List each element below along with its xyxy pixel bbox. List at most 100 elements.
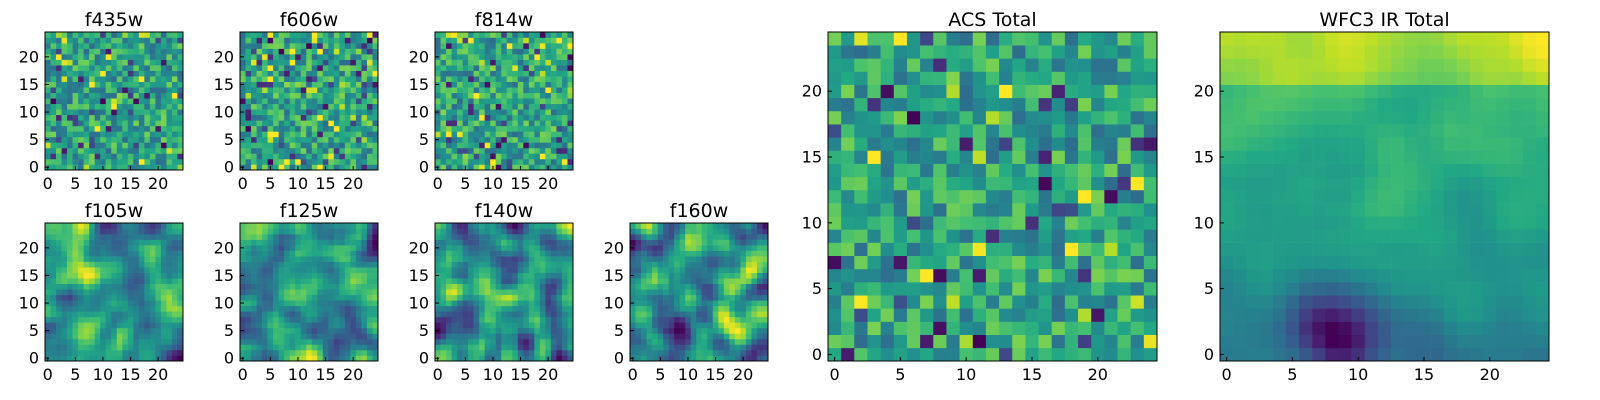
heatmap-cell [440, 54, 447, 60]
heatmap-cell [328, 344, 335, 351]
heatmap-cell [517, 272, 524, 279]
heatmap-cell [72, 147, 79, 154]
heatmap-cell [1038, 295, 1053, 309]
heatmap-cell [127, 245, 134, 251]
heatmap-cell [523, 344, 530, 351]
heatmap-cell [328, 98, 335, 105]
heatmap-cell [473, 338, 480, 345]
heatmap-cell [322, 120, 329, 127]
heatmap-cell [1117, 321, 1131, 335]
heatmap-cell [630, 256, 636, 262]
heatmap-cell [105, 355, 112, 362]
heatmap-cell [344, 228, 351, 235]
heatmap-cell [657, 256, 664, 262]
heatmap-cell [361, 278, 368, 285]
heatmap-cell [295, 272, 302, 279]
heatmap-cell [880, 203, 895, 217]
heatmap-cell [94, 305, 101, 312]
heatmap-cell [339, 344, 346, 351]
heatmap-cell [959, 321, 974, 335]
heatmap-cell [550, 267, 557, 273]
heatmap-cell [468, 272, 474, 279]
heatmap-cell [240, 114, 246, 121]
heatmap-cell [1051, 124, 1066, 138]
heatmap-cell [451, 76, 458, 82]
heatmap-cell [468, 278, 474, 285]
heatmap-cell [149, 250, 156, 257]
heatmap-cell [906, 216, 921, 230]
heatmap-cell [512, 125, 519, 132]
heatmap-cell [506, 245, 513, 251]
heatmap-cell [479, 338, 485, 345]
heatmap-cell [641, 223, 647, 229]
heatmap-cell [160, 158, 167, 165]
heatmap-cell [67, 54, 73, 60]
x-tick-label: 10 [483, 174, 503, 193]
heatmap-cell [100, 261, 107, 268]
heatmap-cell [561, 256, 568, 262]
heatmap-cell [372, 261, 379, 268]
heatmap-cell [344, 125, 351, 132]
heatmap-cell [122, 109, 129, 116]
heatmap-cell [295, 294, 302, 301]
heatmap-cell [50, 261, 57, 268]
heatmap-cell [306, 267, 313, 273]
heatmap-cell [317, 338, 324, 345]
heatmap-cell [122, 136, 129, 143]
heatmap-cell [339, 147, 346, 154]
heatmap-cell [366, 294, 373, 301]
heatmap-cell [657, 349, 664, 356]
heatmap-cell [78, 37, 84, 44]
heatmap-cell [122, 278, 129, 285]
heatmap-cell [462, 81, 469, 88]
heatmap-cell [652, 344, 658, 351]
heatmap-cell [495, 142, 502, 149]
heatmap-cell [306, 272, 313, 279]
heatmap-cell [251, 289, 257, 296]
heatmap-cell [245, 228, 252, 235]
heatmap-cell [78, 70, 84, 77]
heatmap-cell [56, 147, 62, 154]
heatmap-cell [78, 278, 84, 285]
heatmap-cell [567, 65, 574, 71]
heatmap-cell [567, 153, 574, 160]
heatmap-cell [718, 228, 725, 235]
heatmap-cell [278, 136, 285, 143]
heatmap-cell [111, 98, 118, 105]
heatmap-cell [440, 114, 447, 121]
heatmap-cell [567, 54, 574, 60]
heatmap-cell [550, 43, 557, 49]
x-tick-label: 10 [93, 174, 113, 193]
heatmap-cell [451, 283, 458, 290]
heatmap-cell [50, 153, 57, 160]
heatmap-cell [328, 81, 335, 88]
heatmap-cell [679, 267, 686, 273]
heatmap-cell [138, 81, 145, 88]
heatmap-cell [361, 109, 368, 116]
heatmap-cell [462, 327, 469, 334]
heatmap-cell [506, 256, 513, 262]
heatmap-cell [333, 283, 340, 290]
heatmap-cell [72, 228, 79, 235]
heatmap-cell [1051, 163, 1066, 178]
heatmap-cell [841, 334, 855, 349]
heatmap-cell [550, 164, 557, 171]
heatmap-cell [490, 267, 497, 273]
heatmap-cell [528, 54, 535, 60]
heatmap-cell [652, 316, 658, 323]
heatmap-cell [56, 239, 62, 246]
heatmap-cell [111, 355, 118, 362]
heatmap-cell [495, 32, 502, 38]
heatmap-cell [668, 322, 675, 329]
heatmap-cell [446, 272, 452, 279]
heatmap-cell [567, 70, 574, 77]
heatmap-cell [1130, 137, 1145, 151]
heatmap-cell [339, 125, 346, 132]
heatmap-cell [133, 131, 140, 138]
heatmap-cell [561, 228, 568, 235]
heatmap-cell [506, 158, 513, 165]
heatmap-cell [539, 142, 546, 149]
heatmap-cell [344, 158, 351, 165]
heatmap-cell [138, 349, 145, 356]
heatmap-cell [138, 92, 145, 99]
